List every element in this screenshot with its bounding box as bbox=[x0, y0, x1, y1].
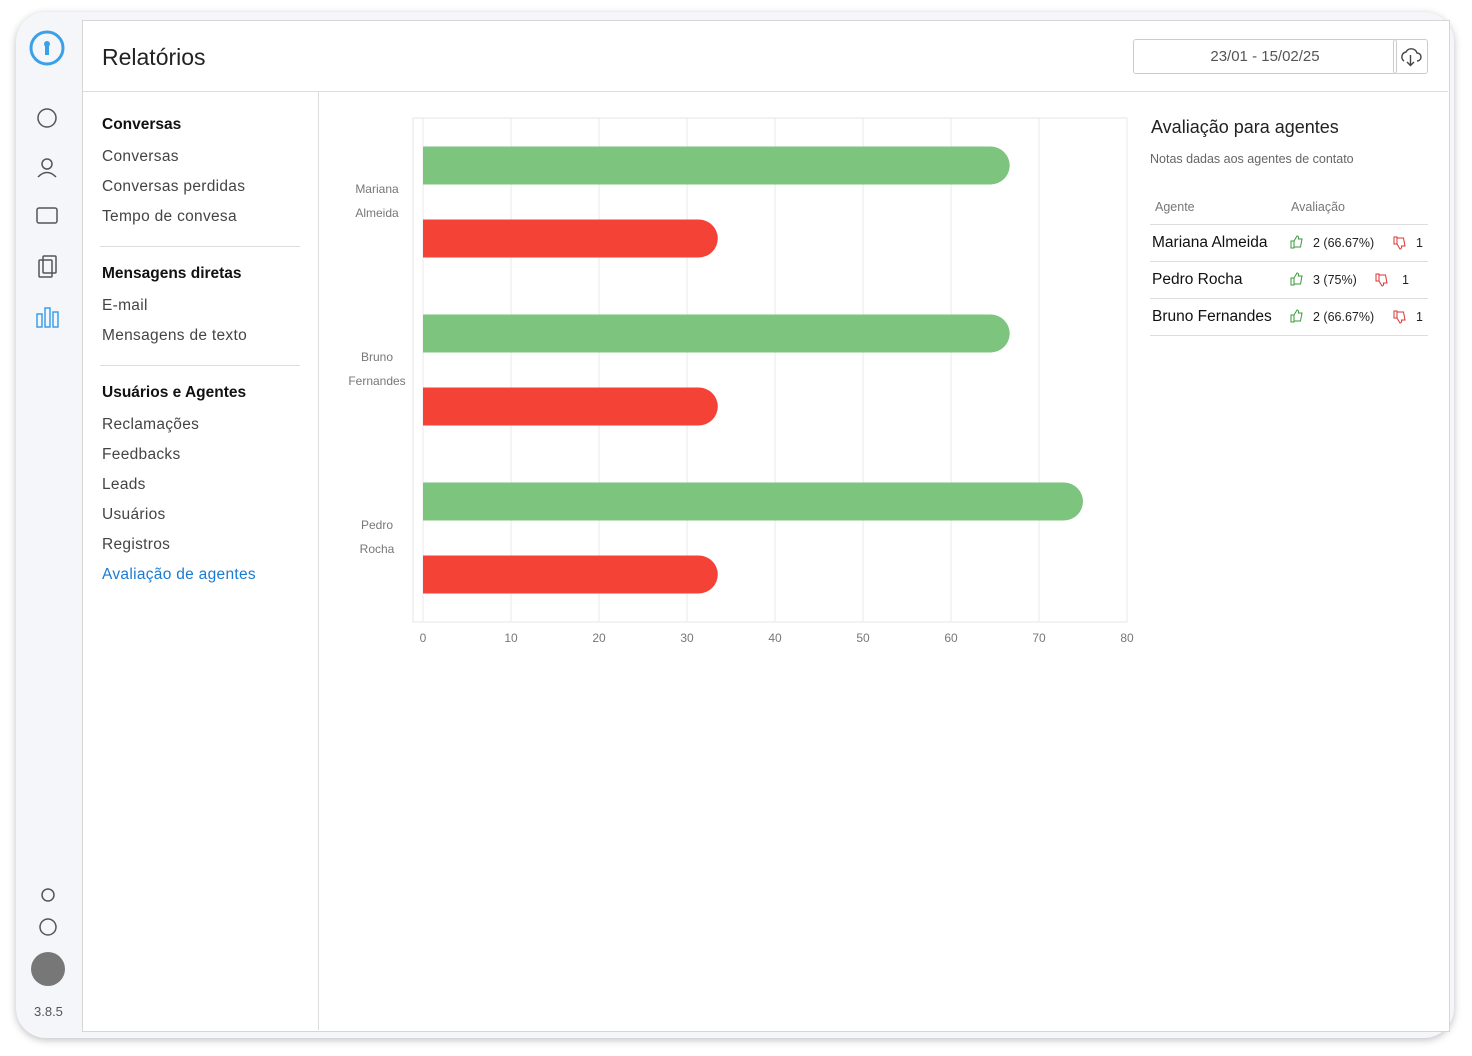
thumbs-down-icon bbox=[1393, 236, 1406, 250]
y-tick-label-line: Rocha bbox=[360, 542, 395, 556]
y-tick-label: Pedro Rocha bbox=[360, 518, 395, 556]
logo-dot bbox=[44, 41, 50, 47]
settings-icon[interactable] bbox=[41, 888, 55, 902]
y-tick-label-line: Bruno bbox=[361, 350, 393, 364]
help-icon[interactable] bbox=[39, 918, 57, 936]
x-tick-label: 20 bbox=[592, 631, 606, 645]
icon-shape bbox=[1393, 236, 1406, 250]
icon-shape bbox=[1290, 272, 1303, 286]
y-tick-label: Mariana Almeida bbox=[355, 182, 399, 220]
thumbs-up-icon bbox=[1290, 309, 1303, 323]
bar bbox=[423, 387, 718, 426]
bar bbox=[423, 314, 1010, 353]
divider bbox=[83, 91, 1448, 92]
thumbs-down-icon bbox=[1375, 273, 1388, 287]
bar bbox=[423, 219, 718, 258]
nav-separator bbox=[100, 365, 300, 366]
nav-item[interactable]: Registros bbox=[102, 536, 171, 553]
chat-icon[interactable] bbox=[37, 108, 57, 128]
icon-shape bbox=[1393, 310, 1406, 324]
agent-name: Pedro Rocha bbox=[1152, 271, 1243, 288]
nav-separator bbox=[100, 246, 300, 247]
nav-item[interactable]: Mensagens de texto bbox=[102, 327, 247, 344]
page-title: Relatórios bbox=[102, 44, 206, 70]
nav-item[interactable]: Avaliação de agentes bbox=[102, 566, 256, 583]
feedback-icon[interactable] bbox=[36, 207, 58, 224]
nav-item[interactable]: Conversas perdidas bbox=[102, 178, 246, 195]
chart: 0 10 20 30 40 50 60 70 80 Mariana Almeida Bruno Fern… bbox=[348, 117, 1134, 645]
table-row: Mariana Almeida 2 (66.67%) 1 bbox=[1150, 225, 1428, 262]
main-panel bbox=[82, 20, 1450, 1032]
ratings-table: Agente Avaliação Mariana Almeida 2 (66.67%)… bbox=[1150, 190, 1428, 336]
nav-item[interactable]: Usuários bbox=[102, 506, 166, 523]
negative-rating: 1 bbox=[1416, 236, 1423, 250]
y-tick-label: Bruno Fernandes bbox=[348, 350, 405, 388]
thumbs-up-icon bbox=[1290, 272, 1303, 286]
bar bbox=[423, 555, 718, 594]
icon-shape bbox=[1290, 309, 1303, 323]
thumbs-down-icon bbox=[1393, 310, 1406, 324]
x-tick-label: 70 bbox=[1032, 631, 1046, 645]
negative-rating: 1 bbox=[1402, 273, 1409, 287]
icon-shape bbox=[1375, 273, 1388, 287]
nav-item[interactable]: Conversas bbox=[102, 148, 179, 165]
table-header: Agente Avaliação bbox=[1150, 190, 1428, 225]
download-button[interactable] bbox=[1393, 39, 1428, 74]
logo-bar bbox=[45, 46, 49, 55]
nav-section-title: Mensagens diretas bbox=[102, 265, 242, 282]
column-header: Avaliação bbox=[1291, 200, 1345, 214]
nav-item[interactable]: Reclamações bbox=[102, 416, 200, 433]
icon-rail bbox=[29, 30, 65, 986]
x-tick-label: 10 bbox=[504, 631, 518, 645]
nav-section-title: Conversas bbox=[102, 116, 182, 133]
date-range[interactable]: 23/01 - 15/02/25 bbox=[1133, 39, 1397, 74]
thumbs-up-icon bbox=[1290, 235, 1303, 249]
y-tick-label-line: Fernandes bbox=[348, 374, 405, 388]
negative-rating: 1 bbox=[1416, 310, 1423, 324]
x-tick-label: 80 bbox=[1120, 631, 1134, 645]
logo bbox=[29, 30, 65, 66]
y-tick-label-line: Almeida bbox=[355, 206, 399, 220]
x-tick-label: 30 bbox=[680, 631, 694, 645]
agent-name: Mariana Almeida bbox=[1152, 234, 1268, 251]
nav-section-title: Usuários e Agentes bbox=[102, 384, 247, 401]
agent-name: Bruno Fernandes bbox=[1152, 308, 1272, 325]
docs-icon[interactable] bbox=[38, 259, 53, 278]
icon-shape bbox=[1290, 235, 1303, 249]
x-tick-label: 40 bbox=[768, 631, 782, 645]
download-icon bbox=[1401, 48, 1422, 67]
nav-item[interactable]: Feedbacks bbox=[102, 446, 181, 463]
panel-subtitle: Notas dadas aos agentes de contato bbox=[1150, 152, 1354, 166]
y-tick-label-line: Pedro bbox=[361, 518, 393, 532]
docs-icon-back[interactable] bbox=[42, 255, 57, 274]
table-row: Bruno Fernandes 2 (66.67%) 1 bbox=[1150, 299, 1428, 336]
nav-item[interactable]: Leads bbox=[102, 476, 146, 493]
nav-item[interactable]: Tempo de convesa bbox=[102, 208, 237, 225]
nav-item[interactable]: E-mail bbox=[102, 297, 148, 314]
bar bbox=[423, 482, 1083, 521]
x-tick-label: 0 bbox=[420, 631, 427, 645]
x-tick-label: 50 bbox=[856, 631, 870, 645]
positive-rating: 2 (66.67%) bbox=[1313, 310, 1375, 324]
x-tick-label: 60 bbox=[944, 631, 958, 645]
bar bbox=[423, 146, 1010, 185]
avatar[interactable] bbox=[31, 952, 65, 986]
positive-rating: 2 (66.67%) bbox=[1313, 236, 1375, 250]
positive-rating: 3 (75%) bbox=[1313, 273, 1357, 287]
reports-icon[interactable] bbox=[36, 307, 59, 328]
plot-border bbox=[412, 117, 1128, 623]
version: 3.8.5 bbox=[34, 1004, 63, 1019]
user-icon[interactable] bbox=[41, 158, 53, 170]
column-header: Agente bbox=[1155, 200, 1195, 214]
y-tick-label-line: Mariana bbox=[355, 182, 399, 196]
table-row: Pedro Rocha 3 (75%) 1 bbox=[1150, 262, 1428, 299]
panel-title: Avaliação para agentes bbox=[1151, 117, 1339, 137]
divider bbox=[318, 92, 319, 1030]
report-nav: Conversas Conversas Conversas perdidas Temp… bbox=[100, 110, 300, 596]
user-icon-body[interactable] bbox=[37, 171, 57, 178]
